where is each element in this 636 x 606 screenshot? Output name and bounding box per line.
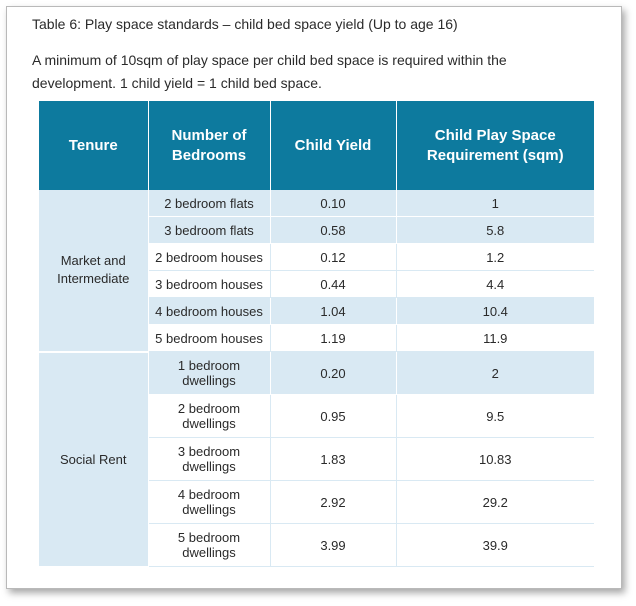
bedrooms-cell: 5 bedroom dwellings: [148, 523, 271, 567]
space-cell: 29.2: [396, 480, 594, 524]
space-cell: 39.9: [396, 523, 594, 567]
table-caption: Table 6: Play space standards – child be…: [32, 16, 458, 32]
yield-cell: 2.92: [270, 480, 397, 524]
space-cell: 10.4: [396, 297, 594, 325]
bedrooms-cell: 2 bedroom dwellings: [148, 394, 271, 438]
bedrooms-cell: 3 bedroom flats: [148, 216, 271, 244]
table-row: 5 bedroom dwellings 3.99 39.9: [39, 523, 594, 567]
yield-cell: 1.83: [270, 437, 397, 481]
yield-cell: 0.10: [270, 190, 397, 217]
table-row: 3 bedroom houses 0.44 4.4: [39, 270, 594, 298]
table-row: 5 bedroom houses 1.19 11.9: [39, 324, 594, 352]
space-cell: 9.5: [396, 394, 594, 438]
bedrooms-cell: 4 bedroom houses: [148, 297, 271, 325]
yield-cell: 1.04: [270, 297, 397, 325]
bedrooms-cell: 2 bedroom houses: [148, 243, 271, 271]
table-row: 3 bedroom flats 0.58 5.8: [39, 216, 594, 244]
tenure-market-intermediate: Market and Intermediate: [39, 190, 149, 353]
yield-cell: 3.99: [270, 523, 397, 567]
bedrooms-cell: 2 bedroom flats: [148, 190, 271, 217]
yield-cell: 0.95: [270, 394, 397, 438]
table-header-row: Tenure Number of Bedrooms Child Yield Ch…: [39, 101, 594, 190]
space-cell: 1.2: [396, 243, 594, 271]
bedrooms-cell: 5 bedroom houses: [148, 324, 271, 352]
table-row: 4 bedroom dwellings 2.92 29.2: [39, 480, 594, 524]
table-row: 3 bedroom dwellings 1.83 10.83: [39, 437, 594, 481]
space-cell: 11.9: [396, 324, 594, 352]
space-cell: 5.8: [396, 216, 594, 244]
table-row: Market and Intermediate 2 bedroom flats …: [39, 190, 594, 353]
space-cell: 2: [396, 351, 594, 395]
bedrooms-cell: 3 bedroom dwellings: [148, 437, 271, 481]
header-tenure: Tenure: [39, 101, 149, 190]
space-cell: 10.83: [396, 437, 594, 481]
bedrooms-cell: 3 bedroom houses: [148, 270, 271, 298]
intro-paragraph: A minimum of 10sqm of play space per chi…: [32, 52, 507, 91]
yield-cell: 0.20: [270, 351, 397, 395]
bedrooms-cell: 1 bedroom dwellings: [148, 351, 271, 395]
yield-cell: 0.44: [270, 270, 397, 298]
bedrooms-cell: 4 bedroom dwellings: [148, 480, 271, 524]
header-play-space: Child Play Space Requirement (sqm): [396, 101, 594, 190]
yield-cell: 1.19: [270, 324, 397, 352]
table-row: 2 bedroom houses 0.12 1.2: [39, 243, 594, 271]
tenure-social-rent: Social Rent: [39, 351, 149, 568]
table-row: 2 bedroom dwellings 0.95 9.5: [39, 394, 594, 438]
play-space-table: Tenure Number of Bedrooms Child Yield Ch…: [39, 101, 594, 568]
header-child-yield: Child Yield: [270, 101, 397, 190]
space-cell: 1: [396, 190, 594, 217]
header-bedrooms: Number of Bedrooms: [148, 101, 271, 190]
table-row: 4 bedroom houses 1.04 10.4: [39, 297, 594, 325]
yield-cell: 0.12: [270, 243, 397, 271]
yield-cell: 0.58: [270, 216, 397, 244]
space-cell: 4.4: [396, 270, 594, 298]
table-row: Social Rent 1 bedroom dwellings 0.20 2: [39, 351, 594, 568]
